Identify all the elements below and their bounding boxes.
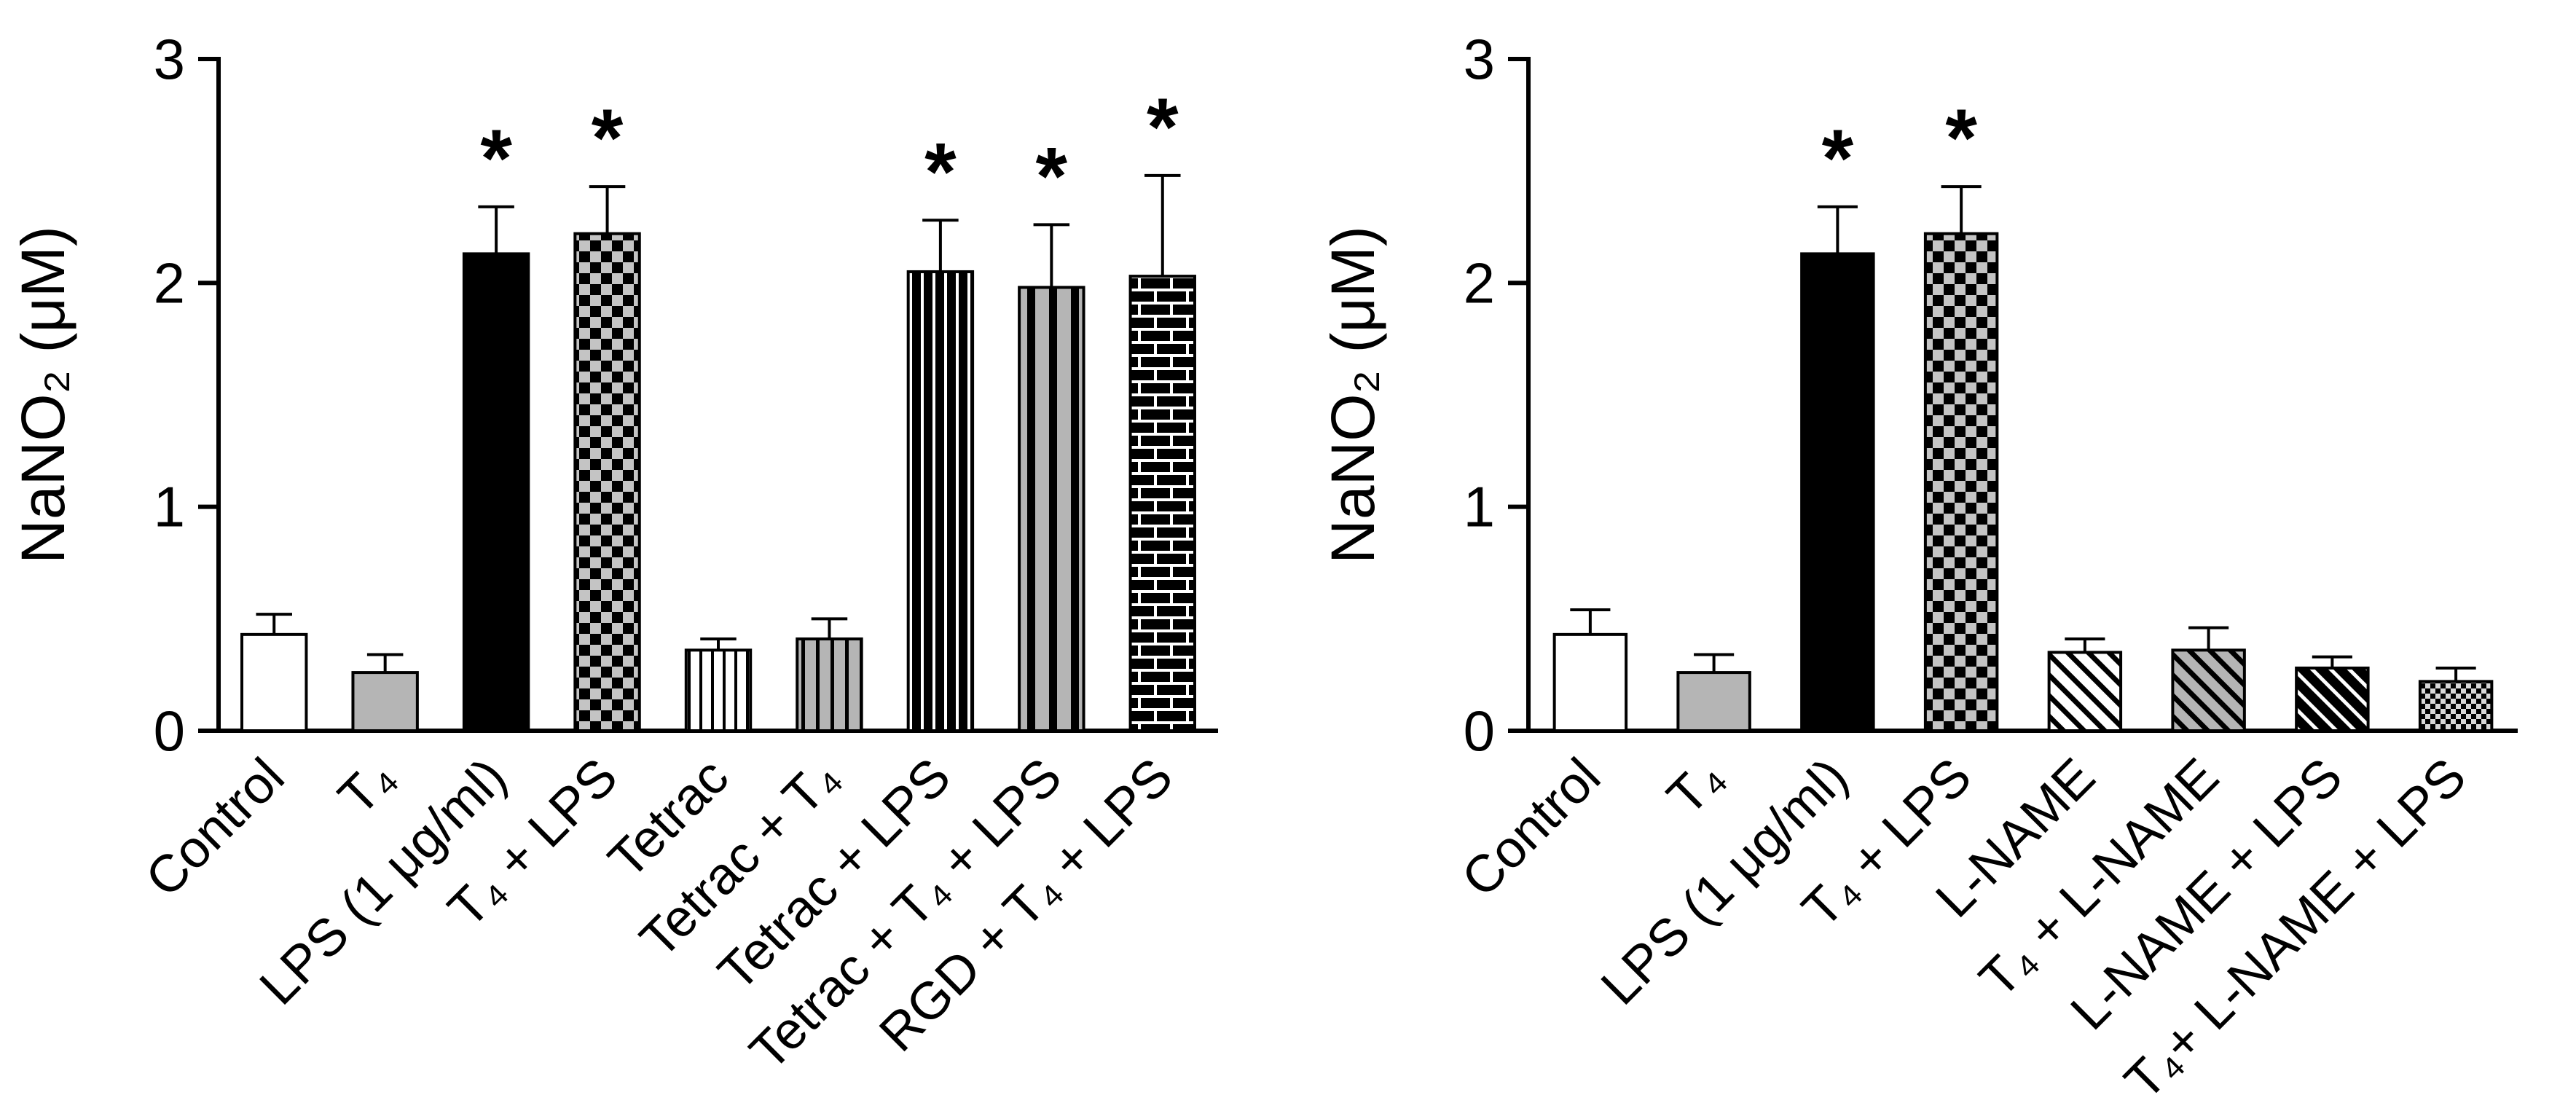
x-category-label: T₄ — [328, 747, 407, 826]
y-tick-label: 0 — [1464, 699, 1495, 763]
y-tick-label: 1 — [154, 475, 185, 539]
significance-marker: * — [1822, 113, 1854, 204]
bar — [2171, 648, 2246, 732]
significance-marker: * — [592, 93, 624, 184]
bar — [1923, 232, 1999, 733]
bar — [684, 648, 753, 732]
bar — [1800, 252, 1875, 732]
y-tick-label: 3 — [154, 27, 185, 91]
significance-marker: * — [924, 126, 957, 217]
bar — [1128, 275, 1196, 732]
y-tick-label: 2 — [154, 251, 185, 315]
x-category-label: Control — [135, 747, 296, 908]
bar — [1552, 632, 1628, 733]
bar — [796, 637, 863, 733]
y-tick-label: 0 — [154, 699, 185, 763]
bar — [240, 632, 308, 733]
significance-marker: * — [480, 113, 512, 204]
bar — [2047, 651, 2123, 733]
y-tick-label: 3 — [1464, 27, 1495, 91]
y-tick-label: 1 — [1464, 475, 1495, 539]
significance-marker: * — [1945, 93, 1977, 184]
bar — [1018, 286, 1085, 733]
y-axis-label: NaNO₂ (μM) — [1319, 226, 1387, 564]
significance-marker: * — [1147, 82, 1179, 173]
bar — [2418, 680, 2494, 732]
significance-marker: * — [1036, 130, 1068, 221]
x-category-label: T₄ — [1656, 747, 1735, 826]
x-category-label: Control — [1450, 747, 1611, 908]
y-axis-label: NaNO₂ (μM) — [9, 226, 77, 564]
bar — [906, 270, 975, 732]
y-tick-label: 2 — [1464, 251, 1495, 315]
bar — [351, 671, 419, 732]
bar — [1676, 671, 1751, 732]
bar — [462, 252, 530, 732]
bar — [573, 232, 641, 733]
bar — [2295, 666, 2370, 732]
